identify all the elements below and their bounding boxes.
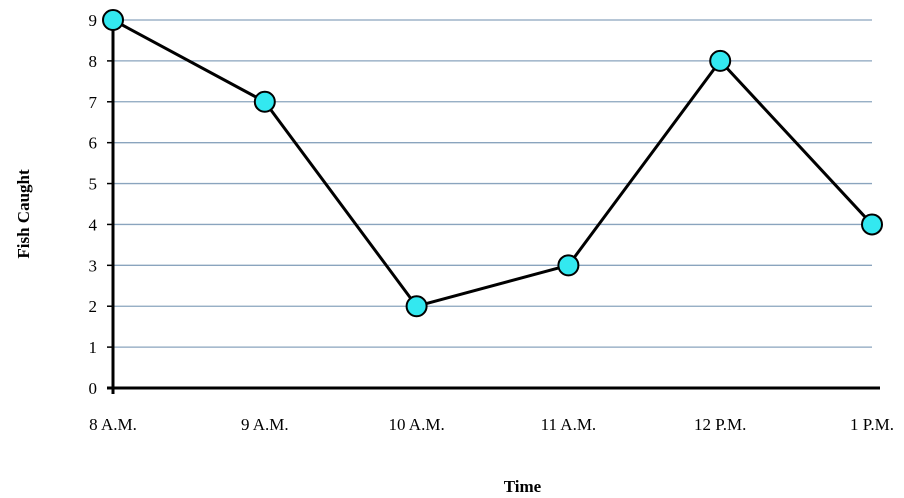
x-tick-label: 9 A.M.	[241, 415, 289, 434]
y-axis-title: Fish Caught	[14, 169, 33, 259]
x-tick-label: 11 A.M.	[541, 415, 597, 434]
y-axis-ticks: 0 1 2 3 4 5 6 7 8 9	[89, 11, 113, 398]
x-axis-ticks: 8 A.M. 9 A.M. 10 A.M. 11 A.M. 12 P.M. 1 P.M.	[89, 415, 894, 434]
x-tick-label: 8 A.M.	[89, 415, 137, 434]
y-tick-label: 2	[89, 297, 98, 316]
y-tick-label: 7	[89, 93, 98, 112]
gridlines	[113, 19, 872, 348]
x-tick-label: 10 A.M.	[388, 415, 444, 434]
data-point	[253, 90, 276, 113]
data-point	[861, 213, 883, 236]
y-tick-label: 1	[89, 338, 98, 357]
x-tick-label: 12 P.M.	[694, 415, 746, 434]
x-tick-label: 1 P.M.	[850, 415, 894, 434]
y-tick-label: 0	[89, 379, 98, 398]
data-point	[102, 9, 124, 31]
series-line	[112, 18, 874, 308]
data-point	[709, 49, 732, 72]
series-group	[102, 9, 883, 318]
y-tick-label: 3	[89, 256, 98, 275]
y-tick-label: 8	[89, 52, 98, 71]
y-tick-label: 4	[89, 215, 98, 234]
data-point	[557, 254, 580, 277]
y-tick-label: 9	[89, 11, 98, 30]
x-axis-title: Time	[504, 477, 542, 496]
y-tick-label: 5	[89, 175, 98, 194]
y-tick-label: 6	[89, 134, 98, 153]
data-point	[405, 295, 428, 318]
